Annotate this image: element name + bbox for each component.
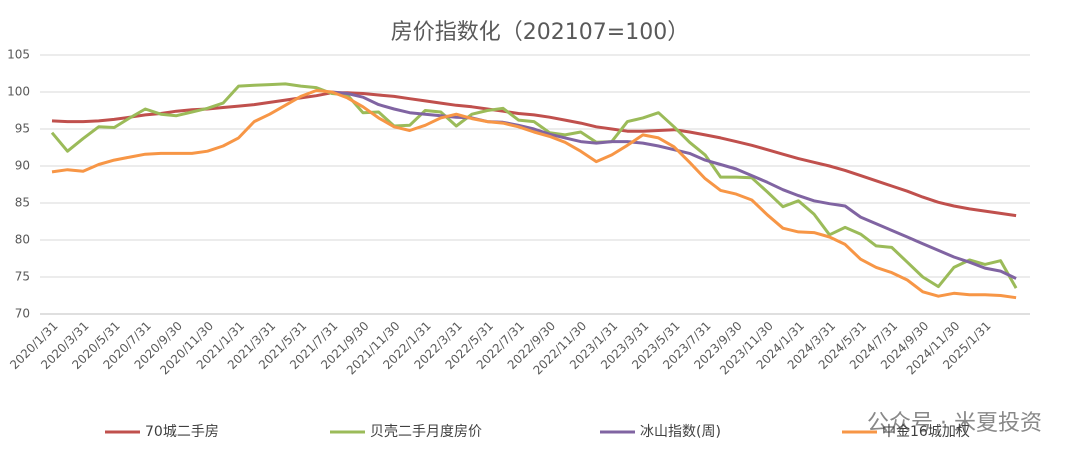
series-line — [51, 91, 1017, 218]
legend-label: 70城二手房 — [145, 424, 219, 440]
y-tick-label: 75 — [15, 270, 30, 284]
y-tick-label: 105 — [7, 48, 30, 62]
y-tick-label: 95 — [15, 122, 30, 136]
y-tick-label: 80 — [15, 233, 30, 247]
y-tick-label: 85 — [15, 196, 30, 210]
legend-label: 中金16城加权 — [882, 424, 970, 440]
legend-label: 贝壳二手月度房价 — [370, 423, 482, 440]
watermark: 公众号 · 米夏投资 — [867, 411, 1042, 436]
y-tick-label: 90 — [15, 159, 30, 173]
chart-title: 房价指数化（202107=100） — [391, 20, 689, 45]
y-tick-label: 70 — [15, 307, 30, 321]
series-line — [50, 82, 1018, 289]
series-line — [51, 89, 1017, 300]
y-tick-label: 100 — [7, 85, 30, 99]
legend-label: 冰山指数(周) — [640, 424, 721, 440]
